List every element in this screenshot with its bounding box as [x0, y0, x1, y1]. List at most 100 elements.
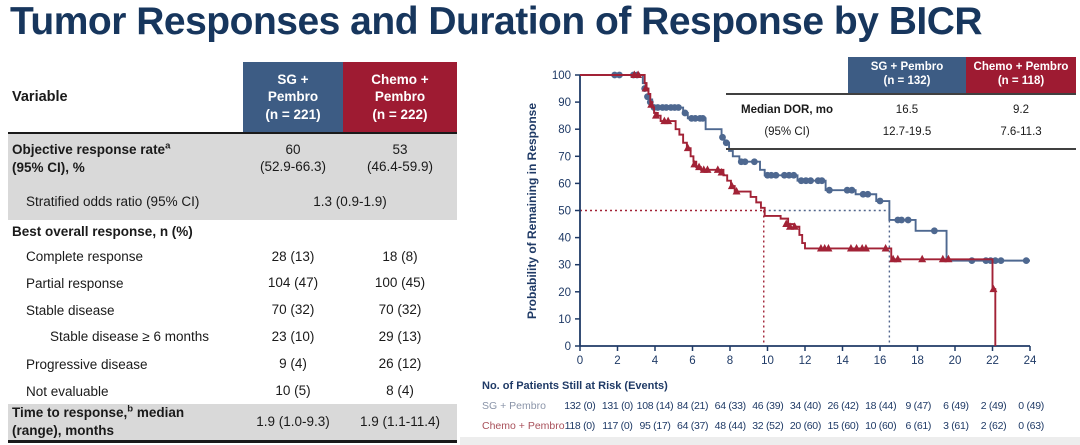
censor-mark-circle [991, 257, 999, 265]
risk-row-label: Chemo + Pembro [482, 420, 565, 432]
risk-value: 2 (62) [980, 420, 1007, 432]
censor-mark-circle [699, 114, 707, 122]
svg-text:18: 18 [911, 355, 924, 367]
censor-mark-circle [662, 104, 670, 111]
censor-mark-triangle [989, 284, 998, 293]
table-row: Partial response 104 (47) 100 (45) [26, 275, 426, 291]
svg-text:20: 20 [558, 287, 571, 299]
censor-mark-circle [968, 257, 976, 265]
censor-mark-circle [1022, 257, 1030, 265]
risk-value: 2 (49) [980, 400, 1007, 412]
censor-mark-circle [848, 186, 856, 194]
svg-text:16: 16 [874, 355, 887, 367]
risk-value: 32 (52) [752, 420, 784, 432]
censor-mark-circle [741, 158, 749, 166]
risk-value: 46 (39) [752, 400, 784, 412]
censor-mark-circle [785, 171, 793, 179]
svg-text:14: 14 [836, 355, 849, 367]
svg-text:22: 22 [986, 355, 999, 367]
table-row: Complete response 28 (13) 18 (8) [26, 248, 418, 265]
censor-mark-circle [930, 227, 938, 235]
censor-mark-triangle [852, 243, 861, 252]
svg-text:24: 24 [1024, 355, 1037, 367]
censor-mark-circle [681, 109, 689, 117]
svg-text:0: 0 [577, 355, 583, 367]
svg-text:30: 30 [558, 260, 571, 272]
censor-mark-circle [876, 197, 884, 205]
median-reference-lines [580, 209, 891, 346]
duration-of-response-chart: 0 2 4 6 8 10 12 14 16 18 20 22 24 0 10 20 30 40 50 60 70 80 90… [480, 55, 1080, 445]
risk-value: 118 (0) [564, 420, 596, 432]
chemo-pembro-column-header: Chemo + Pembro (n = 222) [343, 62, 457, 132]
censor-mark-circle [780, 171, 788, 179]
censor-mark-triangle [893, 254, 902, 263]
censor-mark-triangle [944, 254, 953, 263]
svg-text:70: 70 [558, 151, 571, 163]
censor-mark-circle [818, 177, 826, 185]
risk-value: 131 (0) [601, 400, 633, 412]
svg-text:20: 20 [949, 355, 962, 367]
svg-text:60: 60 [558, 178, 571, 190]
censor-mark-triangle [918, 254, 927, 263]
table-row: Time to response,b median (range), months… [8, 404, 457, 440]
risk-value: 20 (60) [789, 420, 822, 432]
censor-mark-circle [722, 139, 730, 147]
censor-mark-circle [790, 171, 798, 179]
risk-value: 0 (63) [1018, 420, 1044, 432]
svg-text:80: 80 [558, 124, 571, 136]
table-row: Best overall response, n (%) [12, 224, 193, 240]
risk-value: 15 (60) [827, 420, 859, 432]
censor-mark-triangle [846, 243, 855, 252]
censor-mark-triangle [690, 159, 699, 168]
svg-text:8: 8 [727, 355, 733, 367]
km-series-triangle [580, 70, 998, 346]
censor-mark-triangle [938, 254, 947, 263]
y-axis-title: Probability of Remaining in Response [525, 103, 539, 319]
censor-mark-circle [750, 158, 758, 166]
median-dor-inset-table: SG + Pembro (n = 132) Chemo + Pembro (n … [726, 57, 1076, 150]
censor-mark-triangle [824, 243, 833, 252]
censor-mark-circle [898, 216, 905, 224]
censor-mark-circle [654, 104, 662, 111]
risk-value: 132 (0) [564, 400, 596, 412]
table-row: Stratified odds ratio (95% CI) 1.3 (0.9-… [8, 184, 457, 220]
censor-mark-triangle [634, 70, 643, 78]
svg-text:10: 10 [761, 355, 774, 367]
censor-mark-circle [691, 114, 699, 122]
censor-mark-triangle [782, 219, 791, 228]
svg-text:90: 90 [558, 97, 571, 109]
inset-sg-header: SG + Pembro (n = 132) [848, 57, 966, 93]
inset-header-row: SG + Pembro (n = 132) Chemo + Pembro (n … [726, 57, 1076, 95]
variable-column-header: Variable [12, 89, 68, 105]
table-header-row: Variable SG + Pembro (n = 221) Chemo + P… [8, 62, 457, 134]
risk-value: 0 (49) [1018, 400, 1044, 412]
risk-value: 10 (60) [865, 420, 897, 432]
censor-mark-triangle [881, 243, 890, 252]
svg-text:6: 6 [689, 355, 695, 367]
svg-text:4: 4 [652, 355, 659, 367]
censor-mark-triangle [651, 111, 660, 119]
censor-mark-circle [859, 190, 867, 198]
sg-pembro-column-header: SG + Pembro (n = 221) [243, 62, 343, 132]
table-row: Objective response ratea (95% CI), % 60 (5… [8, 134, 457, 184]
risk-value: 6 (49) [943, 400, 969, 412]
risk-value: 34 (40) [789, 400, 822, 412]
censor-mark-triangle [861, 243, 870, 252]
risk-value: 117 (0) [602, 420, 633, 432]
censor-mark-triangle [703, 165, 712, 173]
inset-row-median: Median DOR, mo 16.5 9.2 [740, 103, 1029, 116]
svg-text:10: 10 [558, 314, 571, 326]
risk-value: 26 (42) [827, 400, 859, 412]
censor-mark-triangle [647, 100, 656, 108]
risk-value: 64 (33) [714, 400, 746, 412]
censor-mark-circle [843, 186, 851, 194]
censor-mark-circle [797, 177, 805, 185]
table-row: Stable disease ≥ 6 months 23 (10) 29 (13… [50, 328, 422, 345]
censor-mark-triangle [732, 187, 741, 195]
risk-value: 3 (61) [943, 420, 969, 432]
censor-mark-triangle [790, 222, 799, 230]
censor-mark-circle [772, 171, 780, 179]
svg-text:2: 2 [614, 355, 620, 367]
censor-mark-triangle [713, 165, 722, 173]
censor-mark-circle [675, 104, 682, 111]
